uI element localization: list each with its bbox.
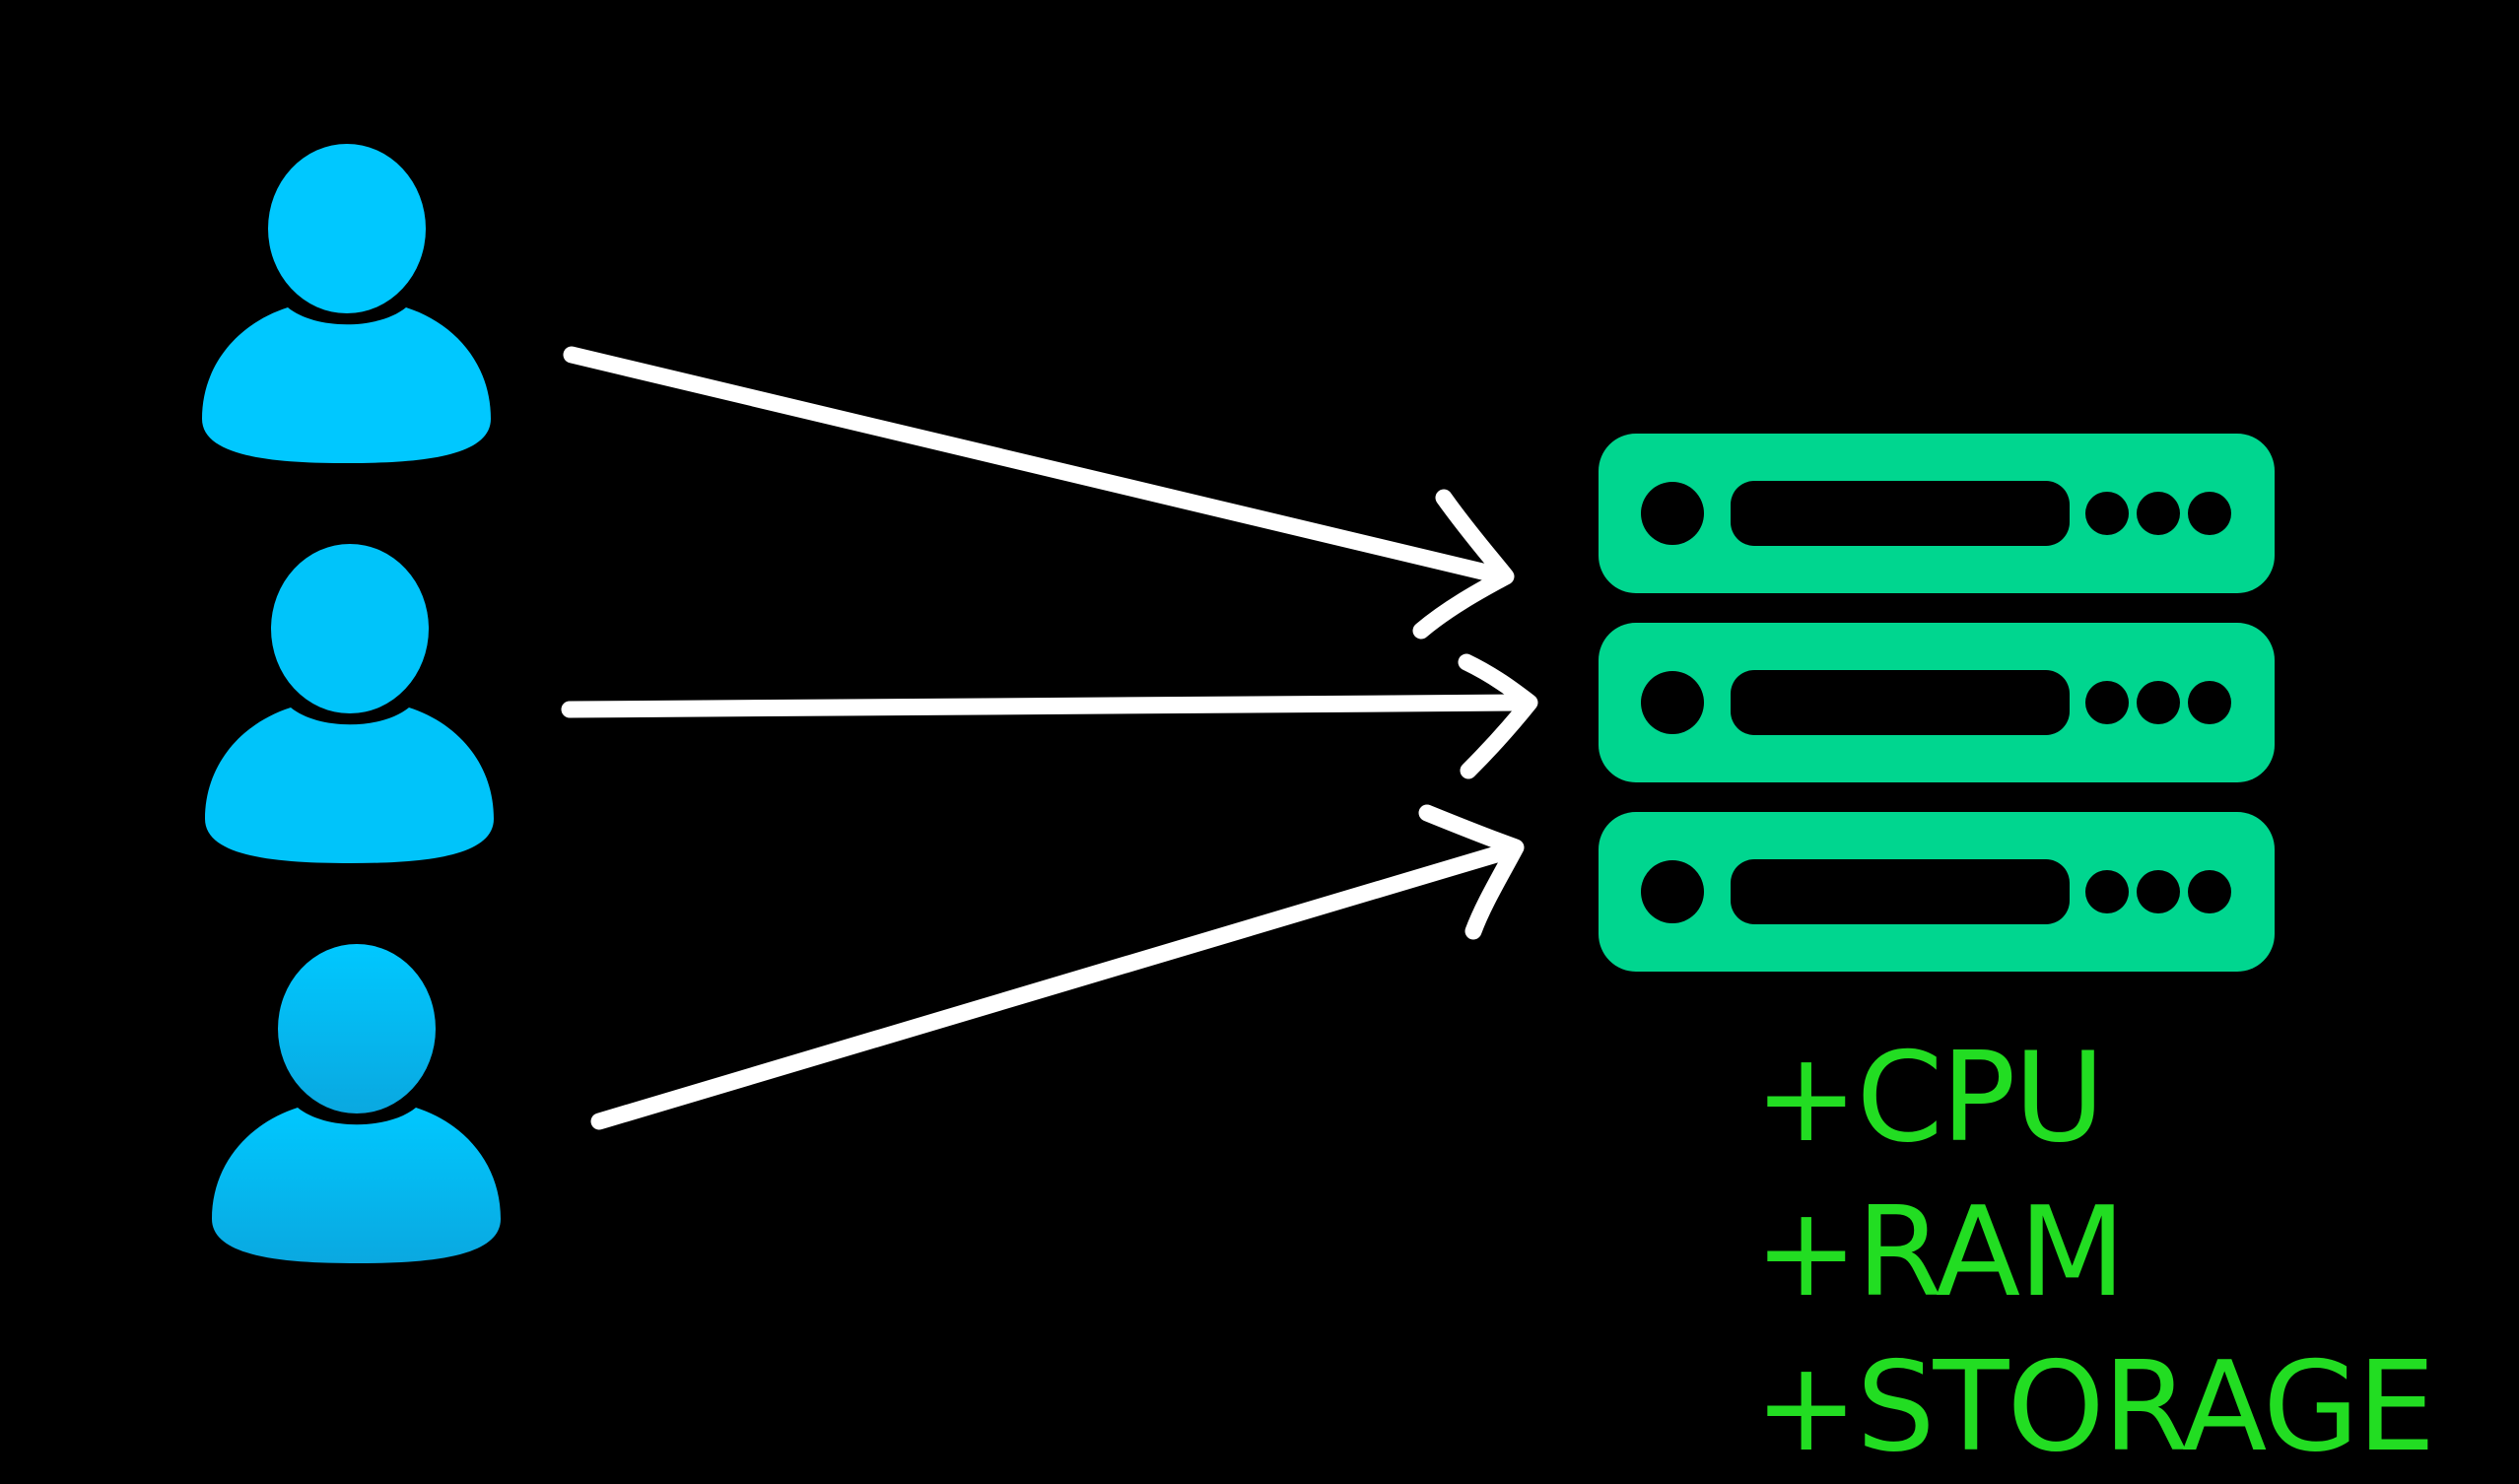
user-icon-2 bbox=[205, 544, 494, 863]
arrow-right-icon-3 bbox=[590, 804, 1525, 1130]
resource-storage: +STORAGE bbox=[1754, 1334, 2435, 1479]
server-rack-icon bbox=[1599, 434, 2275, 972]
resource-cpu: +CPU bbox=[1754, 1025, 2105, 1170]
server-unit-2 bbox=[1599, 623, 2275, 782]
user-icon-1 bbox=[202, 144, 491, 463]
resource-ram: +RAM bbox=[1754, 1180, 2126, 1324]
server-unit-1 bbox=[1599, 434, 2275, 593]
arrow-right-icon-2 bbox=[561, 653, 1538, 779]
server-unit-3 bbox=[1599, 812, 2275, 972]
user-icon-3 bbox=[212, 944, 501, 1263]
arrow-right-icon-1 bbox=[563, 346, 1515, 640]
resource-list: +CPU +RAM +STORAGE bbox=[1754, 1020, 2435, 1484]
